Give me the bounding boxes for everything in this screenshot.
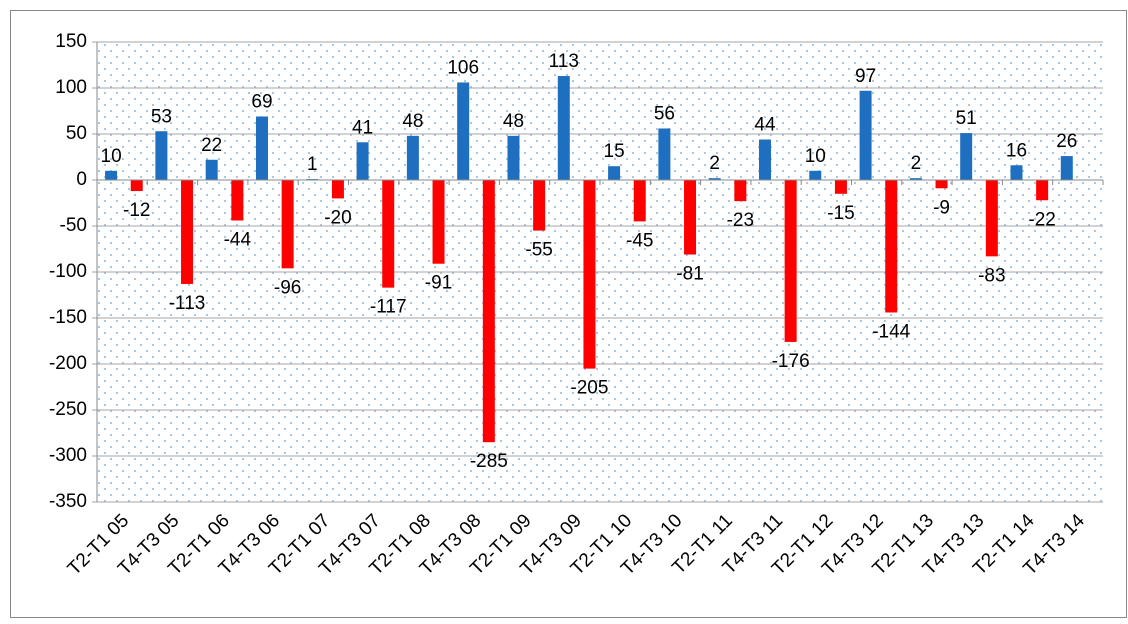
bar — [834, 180, 847, 194]
bar — [859, 90, 872, 180]
bar — [708, 178, 721, 180]
y-tick-label: 100 — [55, 77, 87, 98]
data-label: -81 — [676, 264, 703, 285]
bar — [1060, 156, 1073, 180]
y-tick-label: 50 — [66, 123, 87, 144]
bar — [382, 180, 395, 288]
bar — [406, 135, 419, 180]
data-label: -55 — [525, 240, 552, 261]
data-label: -12 — [123, 200, 150, 221]
data-label: -9 — [933, 197, 950, 218]
data-label: 2 — [709, 153, 720, 174]
data-label: 2 — [911, 153, 922, 174]
bar — [181, 180, 194, 284]
data-label: 10 — [805, 146, 826, 167]
bar — [1036, 180, 1049, 201]
bar — [130, 180, 143, 192]
bar — [935, 180, 948, 189]
bar — [432, 180, 445, 264]
data-label: 41 — [352, 117, 373, 138]
frame — [10, 10, 1127, 618]
bar — [457, 82, 470, 180]
bar — [658, 128, 671, 180]
bar — [557, 76, 570, 180]
bar — [583, 180, 596, 369]
y-tick-label: -100 — [49, 261, 87, 282]
data-label: 97 — [855, 66, 876, 87]
bar — [281, 180, 294, 269]
bar — [734, 180, 747, 202]
data-label: -83 — [978, 265, 1005, 286]
bar — [331, 180, 344, 199]
data-label: 48 — [402, 111, 423, 132]
data-label: -113 — [169, 293, 206, 314]
data-label: -45 — [626, 230, 653, 251]
bar — [608, 166, 621, 180]
bar — [482, 180, 495, 443]
data-label: -20 — [324, 207, 351, 228]
data-label: -117 — [370, 297, 407, 318]
y-tick-label: -350 — [49, 491, 87, 512]
bar — [960, 133, 973, 180]
bar — [1010, 165, 1023, 180]
data-label: -285 — [470, 451, 508, 472]
bar — [356, 142, 369, 180]
bar — [758, 139, 771, 180]
bar — [231, 180, 244, 221]
y-tick-label: -250 — [49, 399, 87, 420]
data-label: 69 — [251, 92, 272, 113]
y-tick-label: -150 — [49, 307, 87, 328]
y-tick-label: 0 — [76, 169, 87, 190]
bar — [533, 180, 546, 231]
data-label: -176 — [772, 351, 810, 372]
data-label: 113 — [549, 51, 579, 72]
data-label: 15 — [604, 141, 625, 162]
bar — [205, 159, 218, 180]
data-label: -96 — [274, 277, 301, 298]
data-label: -91 — [425, 273, 452, 294]
data-label: 1 — [307, 154, 318, 175]
data-label: 51 — [956, 108, 977, 129]
data-label: 26 — [1056, 131, 1077, 152]
y-tick-label: -50 — [60, 215, 87, 236]
bar — [507, 135, 520, 180]
bar — [784, 180, 797, 342]
bar — [255, 116, 268, 180]
y-tick-label: 150 — [55, 31, 87, 52]
data-label: 106 — [447, 57, 479, 78]
bar — [985, 180, 998, 257]
data-label: -44 — [224, 229, 252, 250]
data-label: -15 — [827, 203, 854, 224]
bar — [684, 180, 697, 255]
data-label: 22 — [201, 135, 222, 156]
data-label: -205 — [570, 378, 608, 399]
data-label: -23 — [727, 210, 754, 231]
bar — [909, 178, 922, 180]
y-tick-label: -200 — [49, 353, 87, 374]
bar — [809, 170, 822, 180]
data-label: 53 — [151, 106, 172, 127]
data-label: 44 — [754, 115, 776, 136]
data-label: 10 — [101, 146, 122, 167]
bar — [155, 131, 168, 180]
bar — [885, 180, 898, 313]
y-tick-label: -300 — [49, 445, 87, 466]
bar — [105, 170, 118, 180]
data-label: 56 — [654, 103, 675, 124]
data-label: -22 — [1028, 209, 1055, 230]
data-label: -144 — [872, 321, 910, 342]
bar — [633, 180, 646, 222]
data-label: 16 — [1006, 140, 1027, 161]
data-label: 48 — [503, 111, 524, 132]
